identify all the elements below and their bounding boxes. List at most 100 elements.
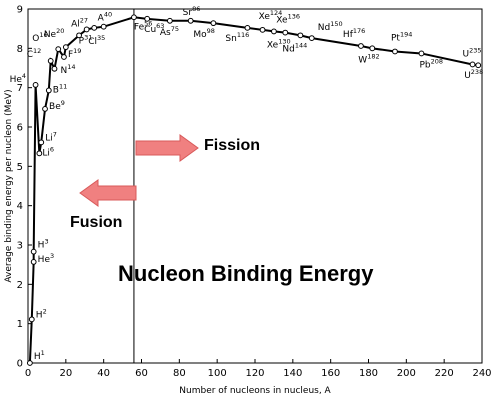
x-tick-label: 80 — [173, 368, 186, 379]
isotope-symbol: He — [38, 255, 51, 265]
isotope-mass-number: 208 — [431, 57, 443, 65]
data-point — [30, 248, 37, 255]
y-tick-label: 6 — [17, 123, 23, 134]
isotope-mass-number: 7 — [53, 130, 57, 138]
isotope-label: P31 — [79, 33, 93, 46]
isotope-label: C12 — [27, 47, 42, 60]
isotope-label: Fe56 — [134, 19, 153, 32]
isotope-symbol: Cl — [88, 37, 97, 47]
isotope-mass-number: 86 — [192, 5, 200, 13]
isotope-symbol: Pb — [419, 60, 430, 70]
isotope-label: W182 — [358, 52, 379, 65]
isotope-label: Xe130 — [267, 37, 291, 50]
data-point — [358, 43, 364, 49]
isotope-mass-number: 144 — [295, 41, 307, 49]
isotope-symbol: Mo — [193, 30, 207, 40]
data-point — [210, 20, 217, 27]
x-tick-label: 120 — [245, 368, 264, 379]
x-tick-label: 200 — [397, 368, 416, 379]
data-point — [28, 316, 35, 323]
x-tick-label: 160 — [321, 368, 340, 379]
isotope-mass-number: 31 — [84, 33, 92, 41]
y-axis: 0 1 2 3 4 5 6 7 8 9 — [17, 5, 32, 370]
data-point — [100, 23, 107, 30]
fission-label: Fission — [204, 137, 261, 154]
y-tick-label: 0 — [17, 359, 23, 370]
isotope-mass-number: 124 — [270, 9, 282, 17]
data-point — [187, 17, 194, 24]
y-tick-label: 4 — [17, 201, 23, 212]
x-tick-label: 20 — [59, 368, 72, 379]
y-tick-label: 5 — [17, 162, 23, 173]
isotope-symbol: A — [98, 14, 105, 24]
isotope-label: Sr86 — [183, 5, 201, 18]
isotope-symbol: Xe — [276, 16, 288, 26]
isotope-labels: H1H2He3H3He4Li6Li7Be9B11C12N14O16F19Ne20… — [10, 5, 484, 362]
data-point — [297, 32, 304, 39]
isotope-mass-number: 14 — [67, 63, 75, 71]
x-tick-label: 140 — [283, 368, 302, 379]
data-point — [30, 259, 37, 265]
data-point — [26, 360, 33, 366]
isotope-mass-number: 35 — [97, 34, 105, 42]
x-axis: 0 20 40 60 80 100 120 140 160 180 200 220 240 — [25, 359, 492, 379]
isotope-mass-number: 98 — [207, 27, 215, 35]
isotope-mass-number: 6 — [50, 145, 54, 153]
isotope-mass-number: 182 — [367, 52, 379, 60]
isotope-label: A40 — [98, 11, 112, 24]
data-point — [91, 24, 98, 31]
x-tick-label: 240 — [472, 368, 491, 379]
isotope-mass-number: 194 — [400, 30, 412, 38]
isotope-label: H3 — [38, 238, 49, 251]
isotope-mass-number: 238 — [471, 68, 483, 76]
data-point — [42, 106, 48, 112]
isotope-symbol: Al — [71, 19, 80, 29]
data-point — [166, 17, 173, 24]
isotope-symbol: Ne — [44, 30, 57, 40]
data-point — [38, 139, 45, 146]
fusion-arrow — [79, 179, 137, 207]
isotope-label: Hf176 — [343, 27, 365, 40]
isotope-symbol: Xe — [259, 12, 271, 22]
isotope-symbol: Hf — [343, 30, 354, 40]
isotope-mass-number: 40 — [104, 11, 112, 19]
isotope-symbol: Pt — [391, 33, 400, 43]
x-tick-label: 40 — [97, 368, 110, 379]
data-point — [244, 24, 251, 31]
isotope-mass-number: 75 — [171, 25, 179, 33]
data-point — [418, 50, 425, 57]
isotope-symbol: Cu — [144, 25, 156, 35]
isotope-mass-number: 27 — [80, 16, 88, 24]
chart-heading: Nucleon Binding Energy — [118, 261, 374, 286]
isotope-symbol: P — [79, 36, 85, 46]
isotope-mass-number: 19 — [73, 47, 81, 55]
isotope-symbol: Sn — [225, 34, 236, 44]
isotope-mass-number: 12 — [33, 47, 41, 55]
isotope-symbol: O — [32, 34, 39, 44]
isotope-label: N14 — [60, 63, 75, 76]
isotope-symbol: H — [34, 352, 41, 362]
isotope-label: Mo98 — [193, 27, 215, 40]
y-axis-label: Average binding energy per nucleon (MeV) — [4, 89, 14, 282]
isotope-label: He4 — [10, 72, 26, 85]
isotope-mass-number: 3 — [44, 238, 48, 246]
data-point — [392, 48, 398, 55]
data-point — [32, 82, 39, 88]
isotope-symbol: Li — [45, 133, 53, 143]
isotope-label: Pb208 — [419, 57, 443, 70]
isotope-label: As75 — [160, 25, 179, 38]
x-tick-label: 0 — [25, 368, 31, 379]
isotope-symbol: U — [463, 49, 470, 59]
isotope-symbol: He — [10, 75, 23, 85]
isotope-label: Sn116 — [225, 31, 249, 44]
x-tick-label: 180 — [359, 368, 378, 379]
isotope-label: O16 — [32, 31, 47, 44]
isotope-symbol: Fe — [134, 22, 145, 32]
isotope-mass-number: 116 — [237, 31, 249, 39]
isotope-mass-number: 235 — [469, 46, 481, 54]
y-tick-label: 7 — [17, 83, 23, 94]
y-tick-label: 2 — [17, 280, 23, 291]
data-point — [271, 28, 277, 35]
isotope-symbol: Be — [49, 102, 61, 112]
y-tick-label: 3 — [17, 241, 23, 252]
